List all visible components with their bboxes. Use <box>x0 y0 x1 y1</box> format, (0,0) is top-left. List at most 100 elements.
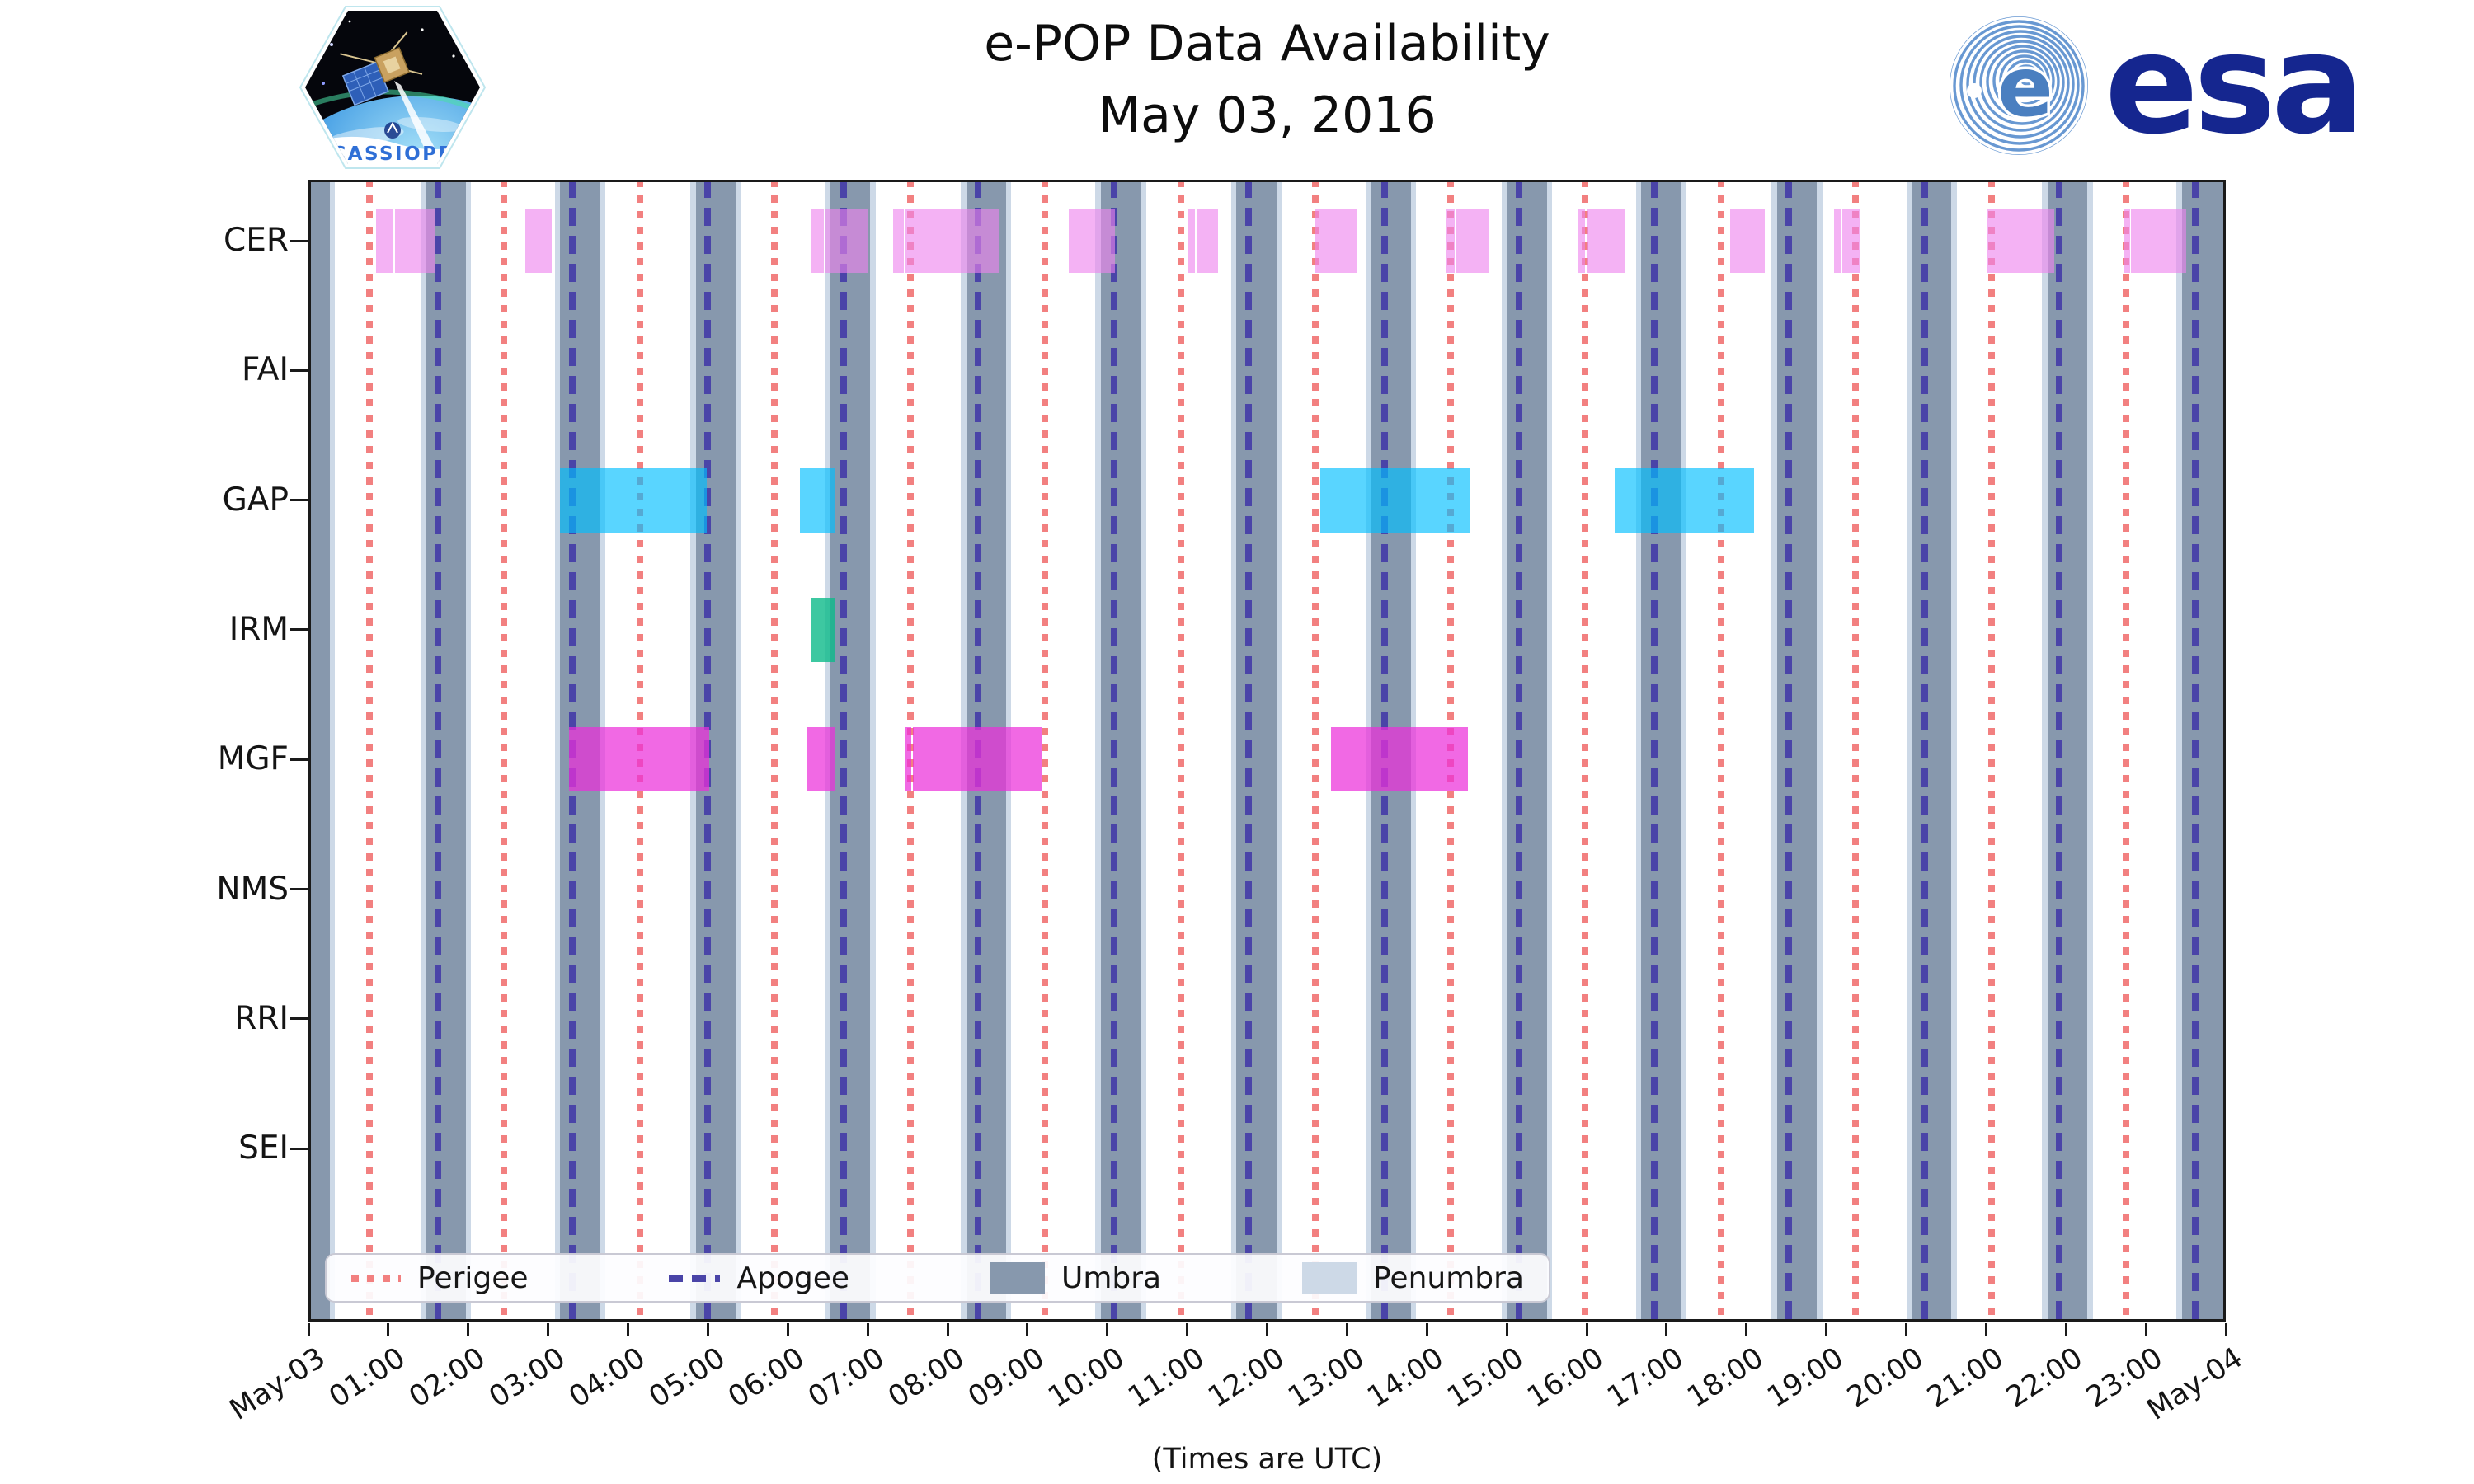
x-tick <box>786 1323 789 1336</box>
bar-cer <box>394 209 435 273</box>
x-tick <box>1425 1323 1428 1336</box>
perigee-line <box>1311 180 1319 1322</box>
title-line1: e-POP Data Availability <box>984 15 1550 73</box>
y-tick-label-rri: RRI <box>234 999 289 1037</box>
perigee-line <box>1582 180 1589 1322</box>
bar-cer <box>1987 209 2054 273</box>
bar-irm <box>811 597 836 662</box>
x-tick <box>547 1323 550 1336</box>
bar-cer <box>1577 209 1586 273</box>
perigee-line <box>1852 180 1860 1322</box>
esa-logo: e esa <box>1950 10 2364 162</box>
apogee-line <box>434 180 441 1322</box>
y-tick-label-cer: CER <box>223 222 289 259</box>
umbra-band <box>1100 180 1141 1322</box>
x-tick <box>2064 1323 2067 1336</box>
penumbra-band <box>2087 180 2093 1322</box>
x-tick-label: 05:00 <box>642 1341 731 1415</box>
bar-mgf <box>569 727 709 792</box>
bar-mgf <box>1331 727 1469 792</box>
apogee-line <box>2191 180 2199 1322</box>
legend-label-perigee: Perigee <box>417 1261 529 1295</box>
x-tick-label: 01:00 <box>323 1341 412 1415</box>
penumbra-band <box>554 180 561 1322</box>
patch-label: CASSIOPE <box>332 143 453 165</box>
x-tick <box>1026 1323 1029 1336</box>
bar-mgf <box>905 727 912 792</box>
penumbra-band <box>1141 180 1146 1322</box>
legend-label-penumbra: Penumbra <box>1373 1261 1524 1295</box>
x-tick <box>1186 1323 1189 1336</box>
legend-item-umbra: Umbra <box>990 1261 1161 1295</box>
perigee-line <box>366 180 374 1322</box>
x-tick <box>1905 1323 1907 1336</box>
y-tick <box>290 1147 308 1150</box>
umbra-band <box>2047 180 2088 1322</box>
legend-label-umbra: Umbra <box>1061 1261 1162 1295</box>
perigee-line-sample <box>351 1274 401 1282</box>
patch-satellite <box>340 31 423 106</box>
patch-aurora <box>305 89 480 116</box>
perigee-line <box>501 180 508 1322</box>
bar-cer <box>2131 209 2186 273</box>
x-tick-label: 09:00 <box>962 1341 1051 1415</box>
x-tick <box>1984 1323 1987 1336</box>
umbra-band <box>1641 180 1681 1322</box>
umbra-band <box>1911 180 1952 1322</box>
apogee-line <box>1921 180 1929 1322</box>
umbra-band <box>2181 180 2226 1322</box>
bar-cer <box>376 209 394 273</box>
esa-emblem-letter: e <box>1997 39 2053 135</box>
x-tick <box>706 1323 709 1336</box>
x-tick <box>1266 1323 1268 1336</box>
penumbra-band <box>2042 180 2048 1322</box>
umbra-band <box>1236 180 1277 1322</box>
y-tick <box>290 1017 308 1021</box>
apogee-line <box>1110 180 1117 1322</box>
x-tick-label: 04:00 <box>562 1341 651 1415</box>
penumbra-patch-sample <box>1302 1262 1357 1294</box>
x-tick <box>307 1323 310 1336</box>
penumbra-band <box>736 180 741 1322</box>
umbra-band <box>1776 180 1818 1322</box>
y-tick <box>290 239 308 242</box>
y-tick-label-gap: GAP <box>222 481 289 519</box>
apogee-line <box>1651 180 1658 1322</box>
x-tick-label: 03:00 <box>483 1341 571 1415</box>
bar-cer <box>1456 209 1489 273</box>
x-tick <box>387 1323 390 1336</box>
bar-cer <box>525 209 553 273</box>
y-tick <box>290 499 308 502</box>
x-tick <box>1745 1323 1748 1336</box>
penumbra-band <box>1276 180 1282 1322</box>
penumbra-band <box>1095 180 1101 1322</box>
bar-cer <box>1587 209 1625 273</box>
x-tick-label: 18:00 <box>1681 1341 1770 1415</box>
umbra-band <box>1507 180 1547 1322</box>
bar-cer <box>2123 209 2130 273</box>
umbra-band <box>308 180 330 1322</box>
esa-emblem: e <box>1950 16 2088 155</box>
x-tick <box>2144 1323 2147 1336</box>
perigee-line <box>2122 180 2129 1322</box>
x-tick-label: May-03 <box>223 1341 332 1427</box>
bar-cer <box>905 209 999 273</box>
x-tick <box>627 1323 629 1336</box>
esa-wordmark: esa <box>2105 10 2359 162</box>
penumbra-band <box>420 180 426 1322</box>
perigee-line <box>1718 180 1725 1322</box>
umbra-patch-sample <box>990 1262 1045 1294</box>
y-tick-label-nms: NMS <box>216 870 289 908</box>
penumbra-band <box>1546 180 1553 1322</box>
legend-item-perigee: Perigee <box>351 1261 529 1295</box>
penumbra-band <box>465 180 471 1322</box>
penumbra-band <box>1817 180 1823 1322</box>
x-tick <box>1665 1323 1668 1336</box>
perigee-line <box>771 180 778 1322</box>
chart-title: e-POP Data Availability May 03, 2016 <box>308 8 2226 152</box>
x-tick-label: 19:00 <box>1761 1341 1850 1415</box>
y-tick-label-mgf: MGF <box>217 740 289 778</box>
penumbra-band <box>1681 180 1687 1322</box>
